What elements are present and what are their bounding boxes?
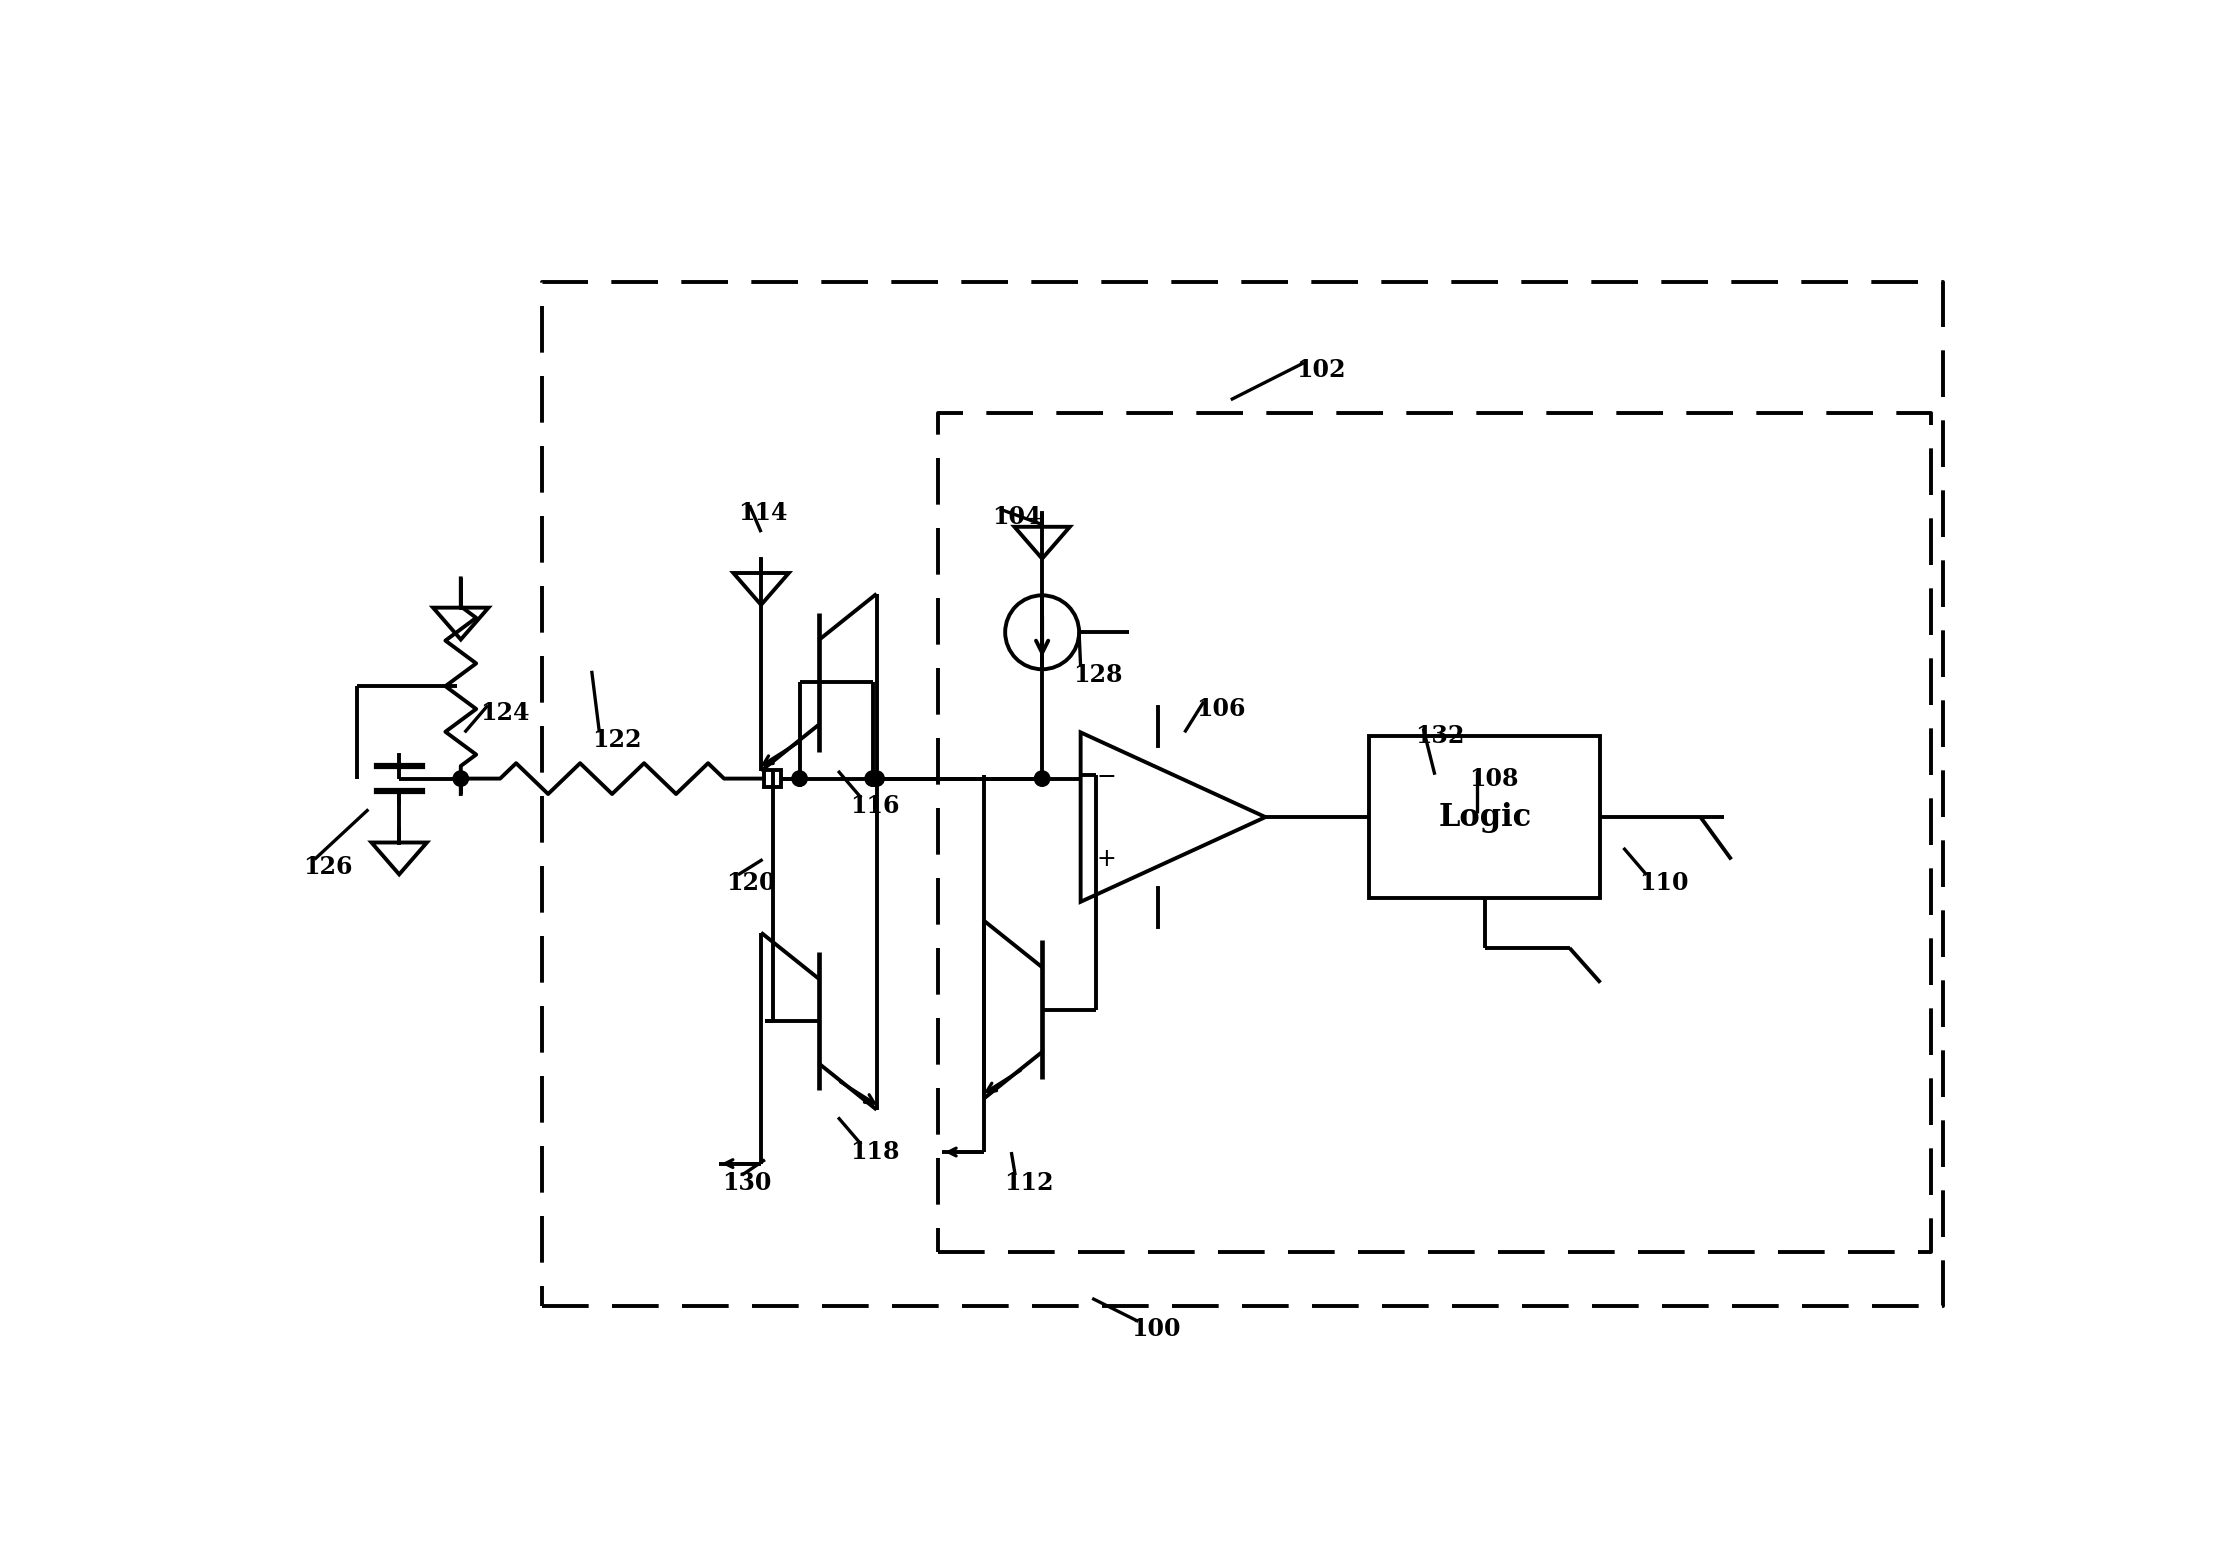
Circle shape xyxy=(870,770,883,786)
Text: 100: 100 xyxy=(1130,1318,1179,1341)
Text: 110: 110 xyxy=(1640,871,1689,894)
Text: $+$: $+$ xyxy=(1095,848,1115,872)
Text: 102: 102 xyxy=(1297,359,1346,382)
Circle shape xyxy=(792,770,808,786)
Text: 120: 120 xyxy=(725,871,777,894)
Bar xyxy=(1368,737,1600,898)
Text: 128: 128 xyxy=(1072,663,1121,687)
Text: 112: 112 xyxy=(1003,1171,1052,1194)
Text: 132: 132 xyxy=(1415,724,1464,749)
Text: 126: 126 xyxy=(303,855,352,878)
Text: 104: 104 xyxy=(992,505,1041,529)
Text: 108: 108 xyxy=(1468,766,1520,791)
Bar xyxy=(763,770,781,787)
Text: 106: 106 xyxy=(1197,697,1246,721)
Text: Logic: Logic xyxy=(1437,801,1531,832)
Text: 114: 114 xyxy=(739,501,788,525)
Text: 122: 122 xyxy=(592,727,641,752)
Circle shape xyxy=(454,770,469,786)
Circle shape xyxy=(866,770,881,786)
Circle shape xyxy=(1035,770,1050,786)
Text: 118: 118 xyxy=(850,1140,899,1163)
Text: $-$: $-$ xyxy=(1095,763,1115,787)
Text: 124: 124 xyxy=(481,701,530,726)
Text: 116: 116 xyxy=(850,794,899,818)
Text: 130: 130 xyxy=(723,1171,772,1194)
